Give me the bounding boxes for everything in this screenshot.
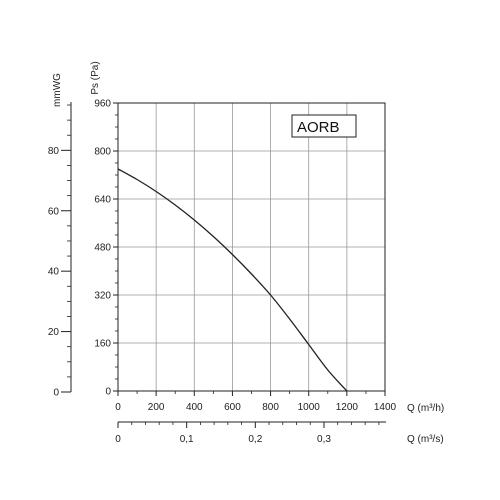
x-tick-label: 1000 [298, 402, 321, 413]
y-axis-title-primary: Ps (Pa) [90, 61, 101, 94]
y-tick-label: 480 [94, 243, 111, 254]
x-tick-label: 1400 [374, 402, 397, 413]
secondary-y-tick-label: 0 [53, 388, 59, 399]
x-tick-label: 800 [262, 402, 279, 413]
x-axis-title-primary: Q (m³/h) [407, 403, 444, 414]
y-tick-label: 0 [105, 387, 111, 398]
y-tick-label: 800 [94, 147, 111, 158]
secondary-x-tick-label: 0,1 [180, 434, 194, 445]
x-tick-label: 1200 [336, 402, 359, 413]
grid [117, 102, 386, 392]
secondary-y-tick-label: 40 [48, 267, 60, 278]
legend-box [291, 114, 357, 138]
y-tick-label: 640 [94, 195, 111, 206]
y-tick-label: 160 [94, 339, 111, 350]
secondary-y-tick-label: 60 [48, 206, 60, 217]
secondary-x-tick-label: 0,3 [317, 434, 331, 445]
y-tick-label: 960 [94, 99, 111, 110]
x-axis-title-secondary: Q (m³/s) [407, 434, 444, 445]
series-line-0 [117, 168, 348, 392]
x-tick-label: 200 [148, 402, 165, 413]
secondary-y-tick-label: 20 [48, 327, 60, 338]
secondary-x-tick-label: 0,2 [248, 434, 262, 445]
x-tick-label: 600 [224, 402, 241, 413]
series-layer [117, 168, 348, 392]
x-tick-label: 400 [186, 402, 203, 413]
secondary-x-tick-label: 0 [115, 434, 121, 445]
legend-label: AORB [297, 119, 340, 136]
y-tick-label: 320 [94, 291, 111, 302]
secondary-y-tick-label: 80 [48, 146, 60, 157]
x-tick-label: 0 [115, 402, 121, 413]
y-axis-title-secondary: mmWG [52, 73, 63, 107]
